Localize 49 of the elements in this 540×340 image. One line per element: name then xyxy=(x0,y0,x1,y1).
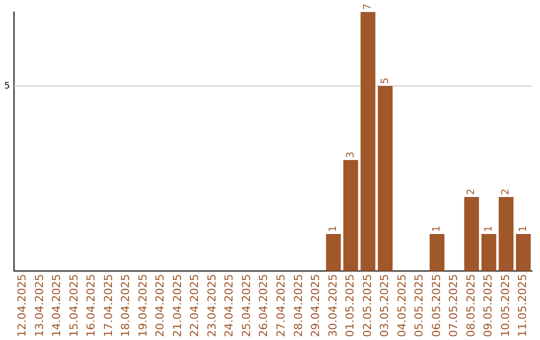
x-tick-label: 09.05.2025 xyxy=(482,274,495,338)
x-tick-label: 03.05.2025 xyxy=(378,274,392,338)
data-label: 1 xyxy=(518,226,529,232)
data-label: 7 xyxy=(362,4,374,10)
bar xyxy=(516,234,531,272)
x-tick-label: 14.04.2025 xyxy=(50,274,64,338)
x-tick-label: 02.05.2025 xyxy=(360,274,374,338)
x-tick-label: 19.04.2025 xyxy=(136,274,150,338)
data-label: 1 xyxy=(432,226,443,232)
x-tick-label: 24.04.2025 xyxy=(222,274,236,338)
x-tick-label: 29.04.2025 xyxy=(309,274,322,338)
bar xyxy=(378,86,393,272)
x-tick-label: 22.04.2025 xyxy=(188,274,202,338)
x-tick-label: 04.05.2025 xyxy=(395,274,408,338)
bar xyxy=(430,234,444,272)
data-label: 1 xyxy=(328,226,340,232)
x-tick-label: 15.04.2025 xyxy=(67,274,80,338)
x-tick-label: 08.05.2025 xyxy=(464,274,478,338)
x-tick-label: 23.04.2025 xyxy=(205,274,218,338)
x-tick-label: 06.05.2025 xyxy=(430,274,443,338)
data-label: 5 xyxy=(380,78,391,84)
x-tick-label: 27.04.2025 xyxy=(274,274,288,338)
x-tick-label: 13.04.2025 xyxy=(32,274,46,338)
x-tick-label: 30.04.2025 xyxy=(326,274,340,338)
x-tick-label: 26.04.2025 xyxy=(257,274,270,338)
bar xyxy=(326,234,341,272)
data-label: 2 xyxy=(466,188,478,196)
x-tick-label: 18.04.2025 xyxy=(119,274,132,338)
x-tick-label: 20.04.2025 xyxy=(154,274,167,338)
bar xyxy=(498,197,514,272)
x-tick-label: 21.04.2025 xyxy=(170,274,184,338)
x-tick-label: 05.05.2025 xyxy=(412,274,426,338)
data-label: 1 xyxy=(483,226,494,232)
ref-line-label: 5 xyxy=(4,81,10,92)
x-tick-label: 17.04.2025 xyxy=(102,274,115,338)
x-tick-label: 10.05.2025 xyxy=(498,274,512,338)
x-tick-label: 11.05.2025 xyxy=(516,274,530,338)
bar xyxy=(343,160,358,272)
x-tick-label: 07.05.2025 xyxy=(447,274,460,338)
data-label: 2 xyxy=(500,188,512,196)
x-tick-label: 16.04.2025 xyxy=(84,274,98,338)
data-label: 3 xyxy=(345,152,356,158)
bar xyxy=(481,234,496,272)
bar xyxy=(464,197,479,272)
bar xyxy=(360,12,376,272)
x-tick-label: 28.04.2025 xyxy=(292,274,305,338)
x-tick-label: 01.05.2025 xyxy=(344,274,357,338)
x-tick-label: 12.04.2025 xyxy=(15,274,28,338)
x-tick-label: 25.04.2025 xyxy=(240,274,253,338)
